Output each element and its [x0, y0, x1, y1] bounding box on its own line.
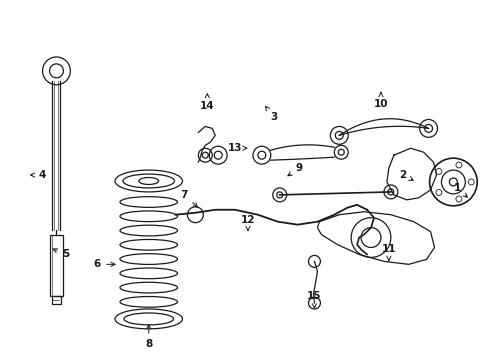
Text: 3: 3	[266, 107, 278, 122]
Text: 8: 8	[145, 325, 152, 349]
Text: 1: 1	[453, 183, 467, 197]
Text: 15: 15	[307, 291, 322, 308]
Text: 5: 5	[53, 249, 70, 260]
Text: 11: 11	[382, 244, 396, 260]
Text: 6: 6	[94, 259, 115, 269]
Text: 7: 7	[180, 190, 197, 207]
Text: 4: 4	[30, 170, 46, 180]
Text: 12: 12	[241, 215, 255, 231]
Text: 13: 13	[228, 143, 247, 153]
Text: 10: 10	[374, 93, 388, 109]
Text: 2: 2	[399, 170, 413, 180]
Text: 9: 9	[288, 163, 302, 176]
Text: 14: 14	[200, 94, 215, 111]
